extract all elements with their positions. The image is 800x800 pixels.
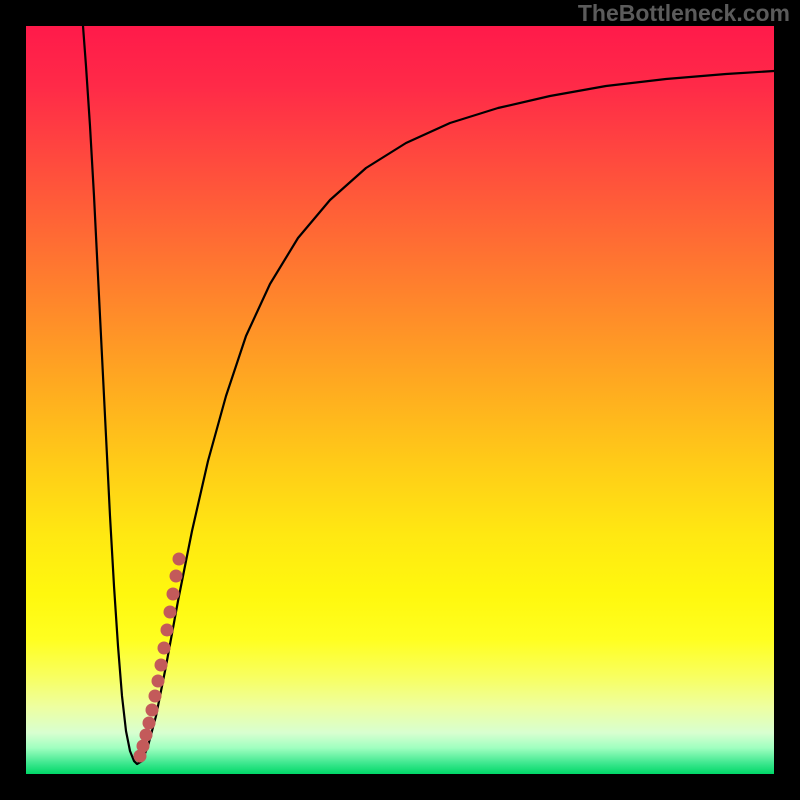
watermark-text: TheBottleneck.com [578,0,790,27]
marker-dot [143,717,156,730]
marker-dot [158,642,171,655]
marker-dot [137,740,150,753]
marker-dot [152,675,165,688]
chart-svg-layer [26,26,774,774]
marker-series [134,553,186,763]
marker-dot [140,729,153,742]
marker-dot [170,570,183,583]
marker-dot [161,624,174,637]
marker-dot [146,704,159,717]
chart-plot-area [26,26,774,774]
marker-dot [173,553,186,566]
marker-dot [167,588,180,601]
marker-dot [164,606,177,619]
marker-dot [149,690,162,703]
marker-dot [155,659,168,672]
main-curve [83,26,774,764]
